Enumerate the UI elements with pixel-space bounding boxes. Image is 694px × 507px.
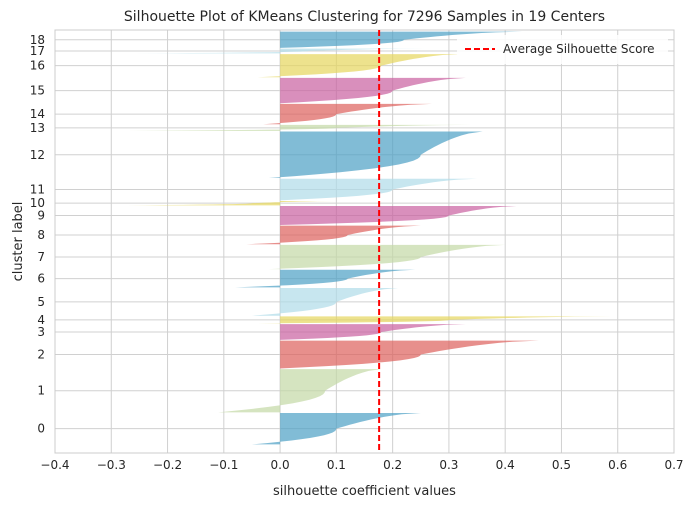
y-axis-label: cluster label — [11, 202, 26, 282]
x-axis-label: silhouette coefficient values — [273, 484, 456, 499]
cluster-silhouette-3 — [280, 324, 466, 340]
cluster-silhouette-7 — [268, 244, 506, 270]
cluster-silhouette-6 — [235, 269, 416, 288]
cluster-silhouette-15 — [280, 77, 466, 104]
plot-frame — [54, 29, 675, 454]
y-tick-label: 15 — [30, 84, 45, 98]
cluster-silhouette-12 — [268, 131, 483, 179]
y-tick-label: 18 — [30, 33, 45, 47]
cluster-silhouette-8 — [246, 225, 421, 245]
legend: Average Silhouette Score — [457, 35, 668, 64]
y-tick-label: 9 — [37, 209, 45, 223]
x-tick-label: −0.2 — [153, 458, 182, 472]
y-tick-label: 14 — [30, 107, 45, 121]
y-tick-label: 6 — [37, 272, 45, 286]
cluster-silhouette-16 — [257, 54, 461, 78]
cluster-silhouette-17 — [133, 48, 427, 54]
cluster-silhouette-0 — [251, 412, 421, 445]
y-tick-label: 10 — [30, 196, 45, 210]
x-tick-label: 0.2 — [383, 458, 402, 472]
cluster-silhouette-4 — [257, 316, 613, 324]
cluster-silhouette-13 — [128, 124, 472, 131]
cluster-silhouette-14 — [263, 103, 433, 125]
x-tick-label: −0.4 — [40, 458, 69, 472]
x-axis-ticks: −0.4 −0.3 −0.2 −0.1 0.0 0.1 0.2 0.3 0.4 0.5 0.6 0.7 — [40, 458, 683, 472]
x-tick-label: 0.7 — [664, 458, 683, 472]
y-tick-label: 0 — [37, 422, 45, 436]
y-tick-label: 13 — [30, 121, 45, 135]
y-tick-label: 16 — [30, 59, 45, 73]
x-tick-label: 0.1 — [327, 458, 346, 472]
y-tick-label: 12 — [30, 148, 45, 162]
y-tick-label: 11 — [30, 183, 45, 197]
x-tick-label: 0.0 — [271, 458, 290, 472]
plot-area — [55, 30, 674, 453]
y-tick-label: 17 — [30, 44, 45, 58]
cluster-silhouette-5 — [251, 288, 399, 316]
cluster-silhouette-2 — [280, 340, 539, 369]
x-tick-label: −0.3 — [97, 458, 126, 472]
cluster-silhouette-9 — [280, 206, 517, 226]
y-tick-label: 2 — [37, 348, 45, 362]
cluster-silhouette-11 — [280, 178, 478, 201]
x-tick-label: 0.4 — [496, 458, 515, 472]
x-tick-label: 0.3 — [439, 458, 458, 472]
legend-box — [457, 35, 668, 64]
y-tick-label: 1 — [37, 384, 45, 398]
legend-label: Average Silhouette Score — [503, 42, 655, 56]
x-tick-label: 0.5 — [552, 458, 571, 472]
cluster-silhouette-18 — [280, 31, 523, 48]
y-tick-label: 3 — [37, 325, 45, 339]
cluster-silhouette-10 — [122, 200, 337, 206]
x-tick-label: −0.1 — [209, 458, 238, 472]
cluster-silhouette-1 — [218, 369, 382, 413]
y-tick-label: 7 — [37, 250, 45, 264]
y-tick-label: 8 — [37, 228, 45, 242]
cluster-silhouettes — [122, 31, 613, 445]
y-tick-label: 5 — [37, 295, 45, 309]
y-tick-label: 4 — [37, 313, 45, 327]
x-tick-label: 0.6 — [608, 458, 627, 472]
chart-title: Silhouette Plot of KMeans Clustering for… — [124, 9, 605, 25]
